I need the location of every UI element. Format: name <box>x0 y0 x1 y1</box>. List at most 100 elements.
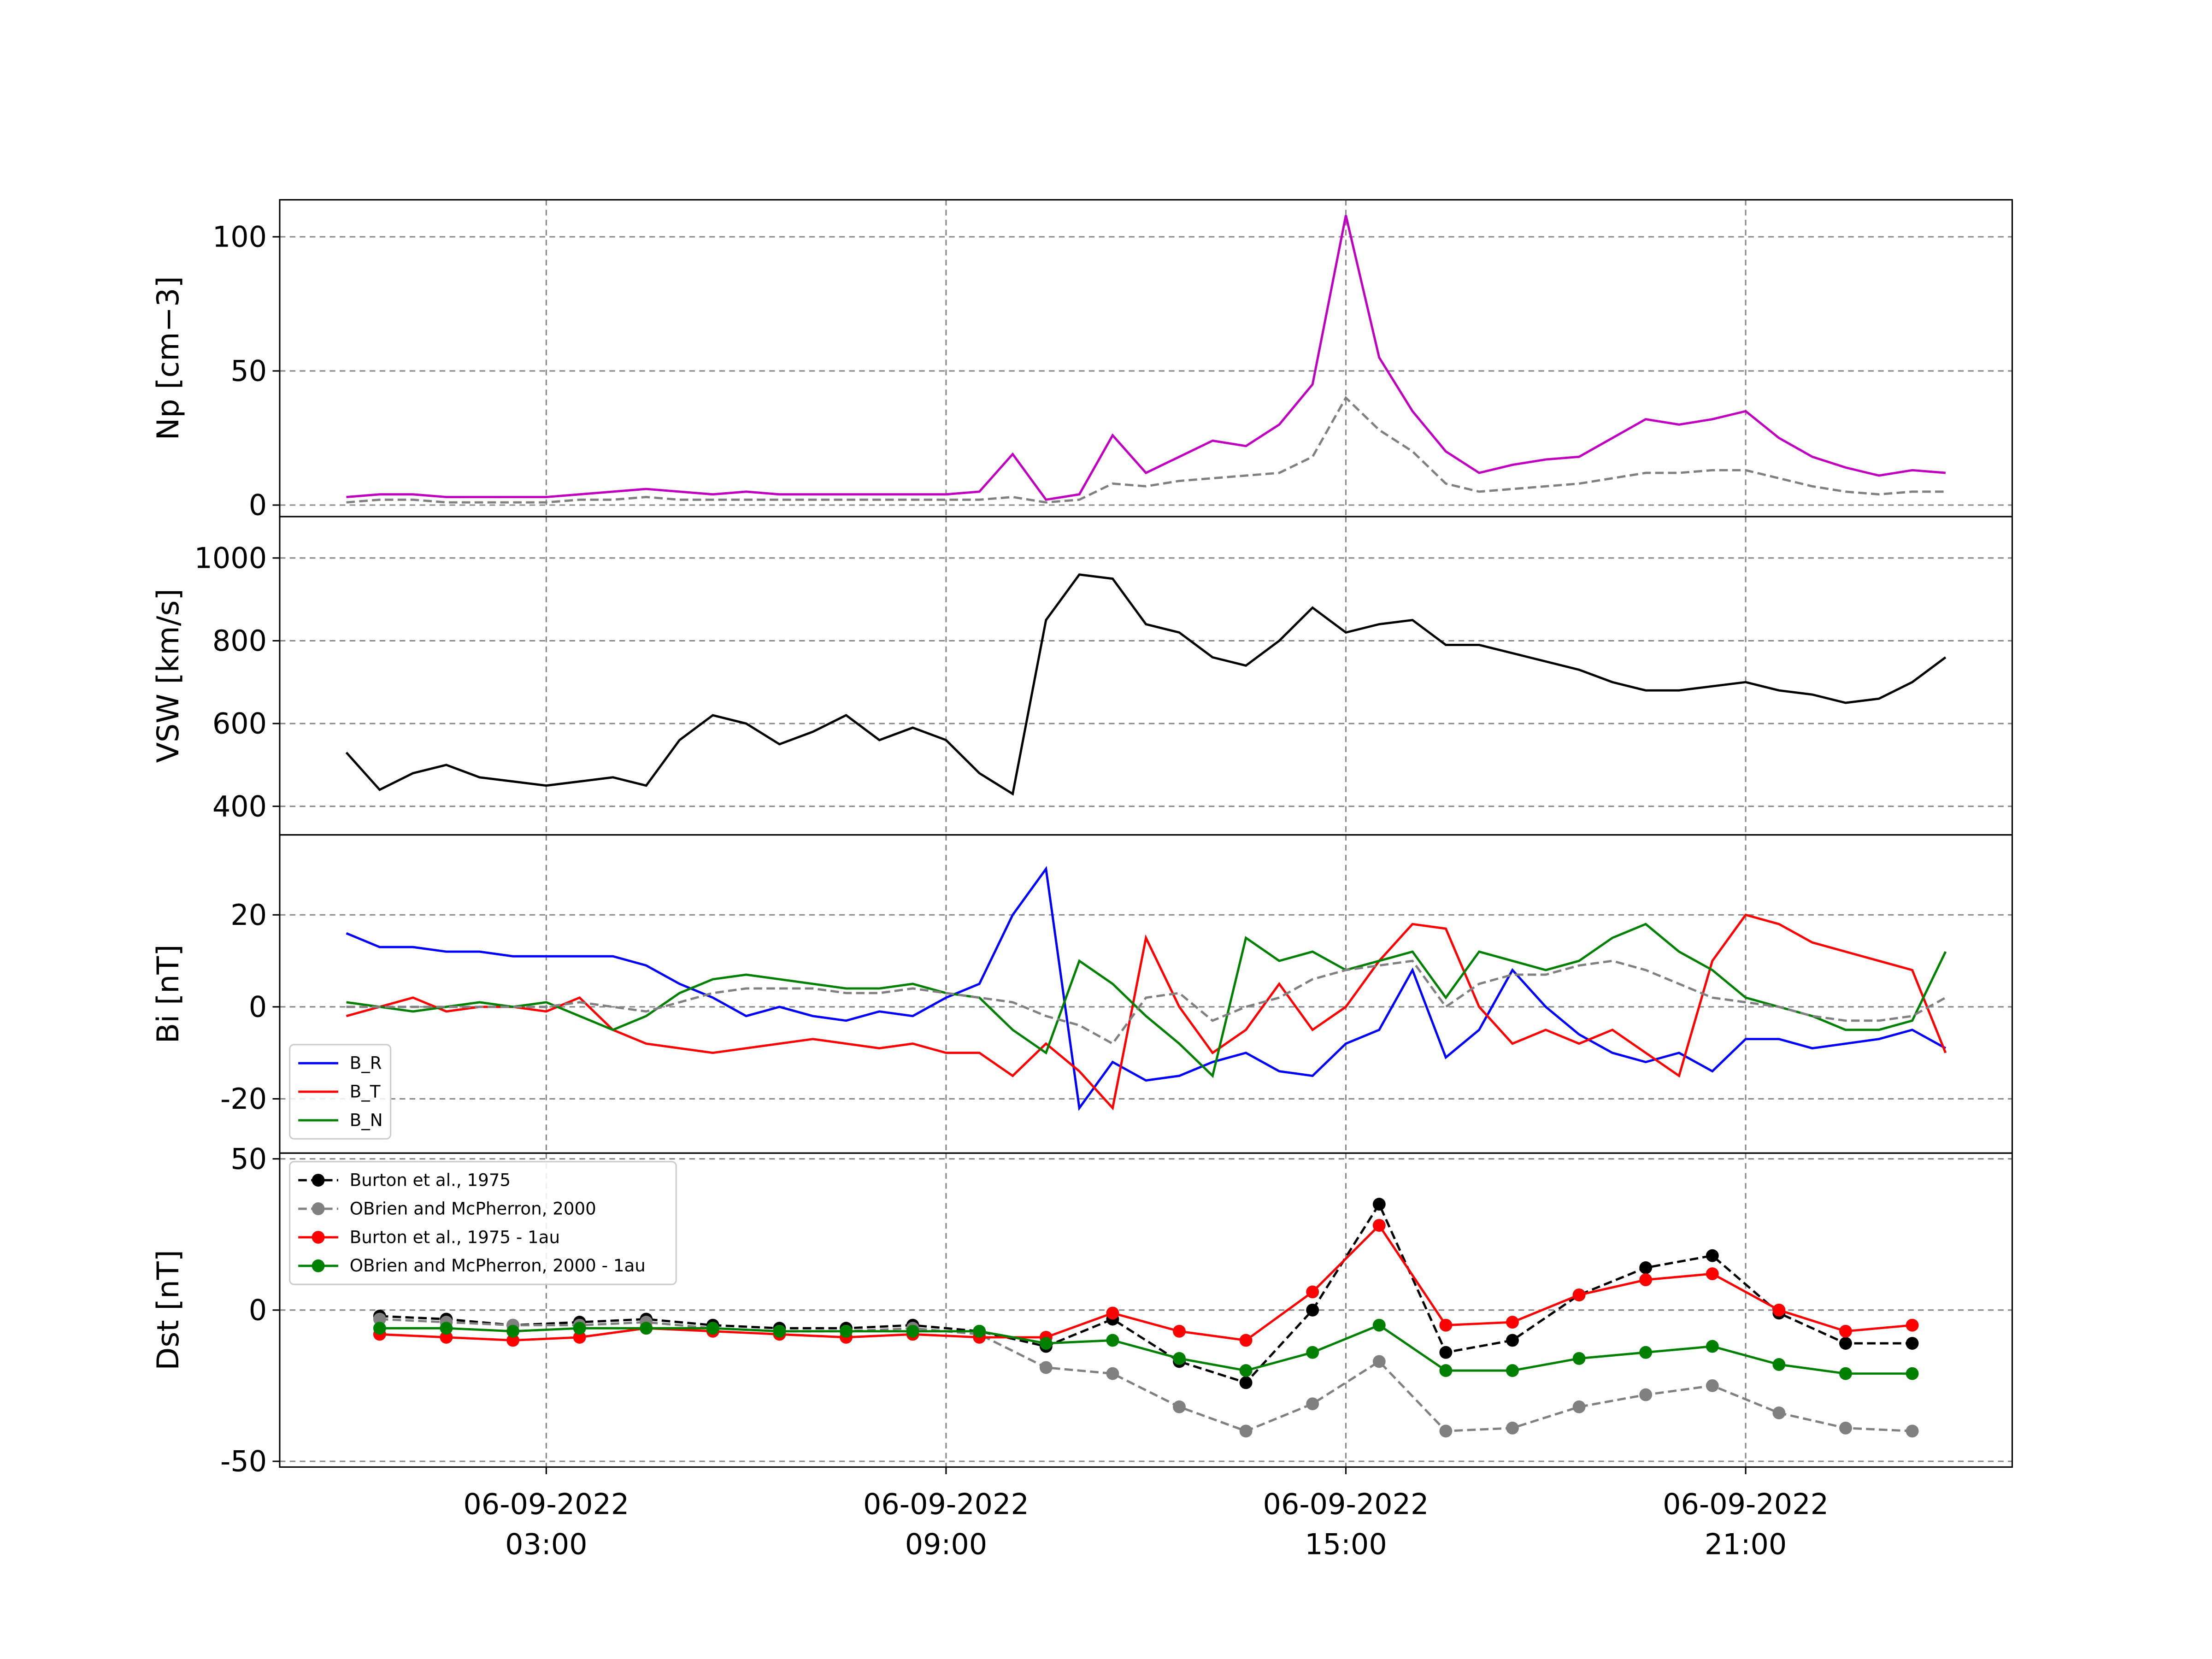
y-tick-label: 100 <box>212 221 267 254</box>
series-marker <box>1439 1346 1453 1359</box>
series-line <box>346 923 1947 1078</box>
series-marker <box>1106 1306 1119 1320</box>
legend-marker <box>312 1259 325 1272</box>
series-marker <box>1572 1352 1586 1365</box>
series-marker <box>1506 1316 1519 1329</box>
y-tick-label: 400 <box>212 790 267 823</box>
series-marker <box>1106 1334 1119 1347</box>
x-tick-label: 06-09-2022 21:00 <box>1663 1488 1829 1561</box>
x-tick-label: 06-09-2022 09:00 <box>863 1488 1029 1561</box>
y-tick-label: 600 <box>212 707 267 741</box>
series-marker <box>573 1330 586 1344</box>
series-line <box>379 1318 1912 1433</box>
series-marker <box>706 1322 719 1335</box>
series-line <box>345 573 1947 796</box>
series-marker <box>440 1322 453 1335</box>
series-marker <box>906 1324 919 1338</box>
series-marker <box>1439 1364 1453 1377</box>
series-marker <box>1706 1267 1719 1281</box>
legend-marker <box>312 1174 325 1187</box>
series-marker <box>1439 1424 1453 1438</box>
legend-label: B_N <box>350 1110 383 1130</box>
series-marker <box>1572 1400 1586 1413</box>
series-marker <box>1906 1424 1919 1438</box>
series-marker <box>640 1322 653 1335</box>
y-axis-label: VSW [km/s] <box>151 588 186 763</box>
series-marker <box>1239 1334 1253 1347</box>
series-marker <box>1639 1261 1653 1274</box>
legend-label: B_R <box>350 1053 382 1073</box>
axes-frame <box>279 1152 2013 1468</box>
legend-label: B_T <box>350 1082 381 1101</box>
series-marker <box>1772 1303 1786 1317</box>
series-marker <box>1372 1318 1386 1332</box>
series-marker <box>1239 1424 1253 1438</box>
series-marker <box>506 1334 519 1347</box>
series-marker <box>1506 1334 1519 1347</box>
series-marker <box>1106 1367 1119 1380</box>
series-marker <box>1239 1376 1253 1389</box>
y-tick-label: 1000 <box>194 542 267 575</box>
series-marker <box>1173 1352 1186 1365</box>
y-tick-label: 50 <box>230 1142 267 1176</box>
y-tick-label: -20 <box>220 1082 267 1116</box>
series-marker <box>440 1330 453 1344</box>
series-marker <box>1372 1198 1386 1211</box>
legend-label: OBrien and McPherron, 2000 <box>350 1199 596 1218</box>
x-tick-label: 06-09-2022 15:00 <box>1263 1488 1429 1561</box>
series-marker <box>1639 1273 1653 1287</box>
series-marker <box>1839 1324 1852 1338</box>
series-marker <box>1306 1397 1319 1411</box>
legend-box <box>289 1161 677 1285</box>
series-marker <box>1039 1361 1053 1374</box>
series-marker <box>1439 1318 1453 1332</box>
series-marker <box>1839 1337 1852 1350</box>
series-marker <box>1706 1340 1719 1353</box>
series-line <box>346 396 1946 504</box>
series-marker <box>840 1324 853 1338</box>
series-marker <box>1039 1337 1053 1350</box>
legend-marker <box>312 1230 325 1244</box>
series-line <box>346 215 1946 501</box>
y-tick-label: 20 <box>230 899 267 932</box>
series-line <box>379 1324 1912 1375</box>
series-marker <box>1772 1358 1786 1371</box>
series-marker <box>1372 1219 1386 1232</box>
series-marker <box>506 1324 519 1338</box>
series-marker <box>1906 1367 1919 1380</box>
series-marker <box>1506 1364 1519 1377</box>
series-marker <box>1572 1288 1586 1301</box>
series-line <box>346 959 1947 1045</box>
series-line <box>379 1224 1912 1342</box>
y-axis-label: Dst [nT] <box>151 1250 186 1371</box>
y-tick-label: 0 <box>249 991 267 1024</box>
y-tick-label: -50 <box>220 1445 267 1478</box>
y-tick-label: 800 <box>212 624 267 658</box>
series-marker <box>1839 1421 1852 1435</box>
series-marker <box>1239 1364 1253 1377</box>
series-line <box>379 1201 1912 1384</box>
series-marker <box>1306 1303 1319 1317</box>
series-marker <box>373 1322 386 1335</box>
series-marker <box>1173 1324 1186 1338</box>
series-marker <box>1706 1379 1719 1392</box>
y-tick-label: 50 <box>230 355 267 388</box>
series-marker <box>373 1312 386 1326</box>
x-tick-label: 06-09-2022 03:00 <box>463 1488 629 1561</box>
series-marker <box>1639 1346 1653 1359</box>
y-tick-label: 0 <box>249 1294 267 1327</box>
series-marker <box>573 1322 586 1335</box>
legend-label: Burton et al., 1975 <box>350 1170 511 1190</box>
series-marker <box>1306 1346 1319 1359</box>
series-line <box>346 866 1947 1111</box>
series-marker <box>1372 1355 1386 1368</box>
series-marker <box>1906 1337 1919 1350</box>
y-axis-label: Bi [nT] <box>151 944 186 1043</box>
series-marker <box>1173 1400 1186 1413</box>
y-tick-label: 0 <box>249 489 267 522</box>
series-marker <box>1306 1285 1319 1299</box>
series-marker <box>773 1324 786 1338</box>
y-axis-label: Np [cm−3] <box>151 276 186 440</box>
